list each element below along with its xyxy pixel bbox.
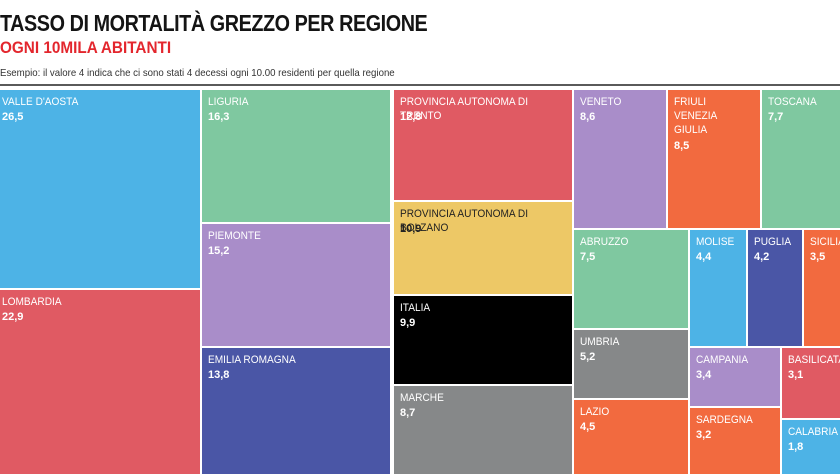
treemap-cell-provincia-autonoma-di-bolzano: PROVINCIA AUTONOMA DI BOLZANO 10,9	[394, 202, 574, 296]
cell-value: 8,5	[674, 140, 690, 152]
treemap-cell-sicilia: SICILIA 3,5	[804, 230, 840, 348]
cell-label: CAMPANIA	[696, 354, 749, 366]
chart-title: TASSO DI MORTALITÀ GREZZO PER REGIONE	[0, 10, 428, 36]
treemap-cell-puglia: PUGLIA 4,2	[748, 230, 804, 348]
cell-value: 5,2	[580, 351, 596, 363]
cell-value: 7,7	[768, 111, 784, 123]
cell-value: 3,4	[696, 369, 712, 381]
treemap-cell-calabria: CALABRIA 1,8	[782, 420, 840, 476]
chart-header: TASSO DI MORTALITÀ GREZZO PER REGIONE OG…	[0, 0, 445, 63]
treemap-cell-basilicata: BASILICATA 3,1	[782, 348, 840, 420]
cell-value: 9,9	[400, 317, 416, 329]
divider-line	[0, 84, 840, 86]
treemap-cell-liguria: LIGURIA 16,3	[202, 90, 392, 224]
cell-label: UMBRIA	[580, 336, 620, 348]
treemap-cell-campania: CAMPANIA 3,4	[690, 348, 782, 408]
chart-note: Esempio: il valore 4 indica che ci sono …	[0, 67, 395, 79]
treemap-cell-sardegna: SARDEGNA 3,2	[690, 408, 782, 476]
cell-label: PROVINCIA AUTONOMA DI TRENTO	[400, 96, 529, 122]
cell-label: EMILIA ROMAGNA	[208, 354, 296, 366]
cell-label: VALLE D'AOSTA	[2, 96, 79, 108]
cell-label: SICILIA	[810, 236, 840, 248]
cell-label: ITALIA	[400, 302, 431, 314]
treemap-cell-abruzzo: ABRUZZO 7,5	[574, 230, 690, 330]
cell-label: LIGURIA	[208, 96, 249, 108]
treemap-cell-emilia-romagna: EMILIA ROMAGNA 13,8	[202, 348, 392, 476]
treemap-cell-toscana: TOSCANA 7,7	[762, 90, 840, 230]
treemap-cell-italia: ITALIA 9,9	[394, 296, 574, 386]
treemap-cell-friuli-venezia-giulia: FRIULI VENEZIA GIULIA 8,5	[668, 90, 762, 230]
cell-value: 26,5	[2, 111, 24, 123]
chart-subtitle: OGNI 10MILA ABITANTI	[0, 38, 172, 57]
cell-value: 10,9	[400, 223, 422, 235]
cell-label: VENETO	[580, 96, 622, 108]
cell-label: PIEMONTE	[208, 230, 261, 242]
cell-label: PROVINCIA AUTONOMA DI BOLZANO	[400, 208, 529, 234]
cell-label: CALABRIA	[788, 426, 839, 438]
cell-value: 4,5	[580, 421, 596, 433]
cell-value: 8,7	[400, 407, 416, 419]
cell-label: ABRUZZO	[580, 236, 629, 248]
cell-label: SARDEGNA	[696, 414, 753, 426]
cell-value: 15,2	[208, 245, 230, 257]
treemap-cell-molise: MOLISE 4,4	[690, 230, 748, 348]
cell-label: MOLISE	[696, 236, 735, 248]
cell-label: LAZIO	[580, 406, 610, 418]
cell-label: MARCHE	[400, 392, 444, 404]
treemap-cell-piemonte: PIEMONTE 15,2	[202, 224, 392, 348]
cell-value: 16,3	[208, 111, 230, 123]
cell-label: BASILICATA	[788, 354, 840, 366]
cell-value: 7,5	[580, 251, 596, 263]
cell-value: 3,5	[810, 251, 826, 263]
treemap-cell-umbria: UMBRIA 5,2	[574, 330, 690, 400]
treemap-cell-lombardia: LOMBARDIA 22,9	[0, 290, 202, 476]
treemap-cell-lazio: LAZIO 4,5	[574, 400, 690, 476]
cell-value: 3,1	[788, 369, 804, 381]
treemap-cell-valle-d-aosta: VALLE D'AOSTA 26,5	[0, 90, 202, 290]
cell-label: LOMBARDIA	[2, 296, 62, 308]
cell-value: 22,9	[2, 311, 24, 323]
cell-value: 1,8	[788, 441, 804, 453]
cell-value: 12,8	[400, 111, 422, 123]
cell-value: 4,2	[754, 251, 770, 263]
cell-label: FRIULI VENEZIA GIULIA	[674, 96, 717, 136]
cell-value: 4,4	[696, 251, 712, 263]
treemap-cell-veneto: VENETO 8,6	[574, 90, 668, 230]
cell-value: 8,6	[580, 111, 596, 123]
cell-label: TOSCANA	[768, 96, 817, 108]
cell-label: PUGLIA	[754, 236, 792, 248]
cell-value: 3,2	[696, 429, 712, 441]
treemap-cell-provincia-autonoma-di-trento: PROVINCIA AUTONOMA DI TRENTO 12,8	[394, 90, 574, 202]
treemap-cell-marche: MARCHE 8,7	[394, 386, 574, 476]
cell-value: 13,8	[208, 369, 230, 381]
